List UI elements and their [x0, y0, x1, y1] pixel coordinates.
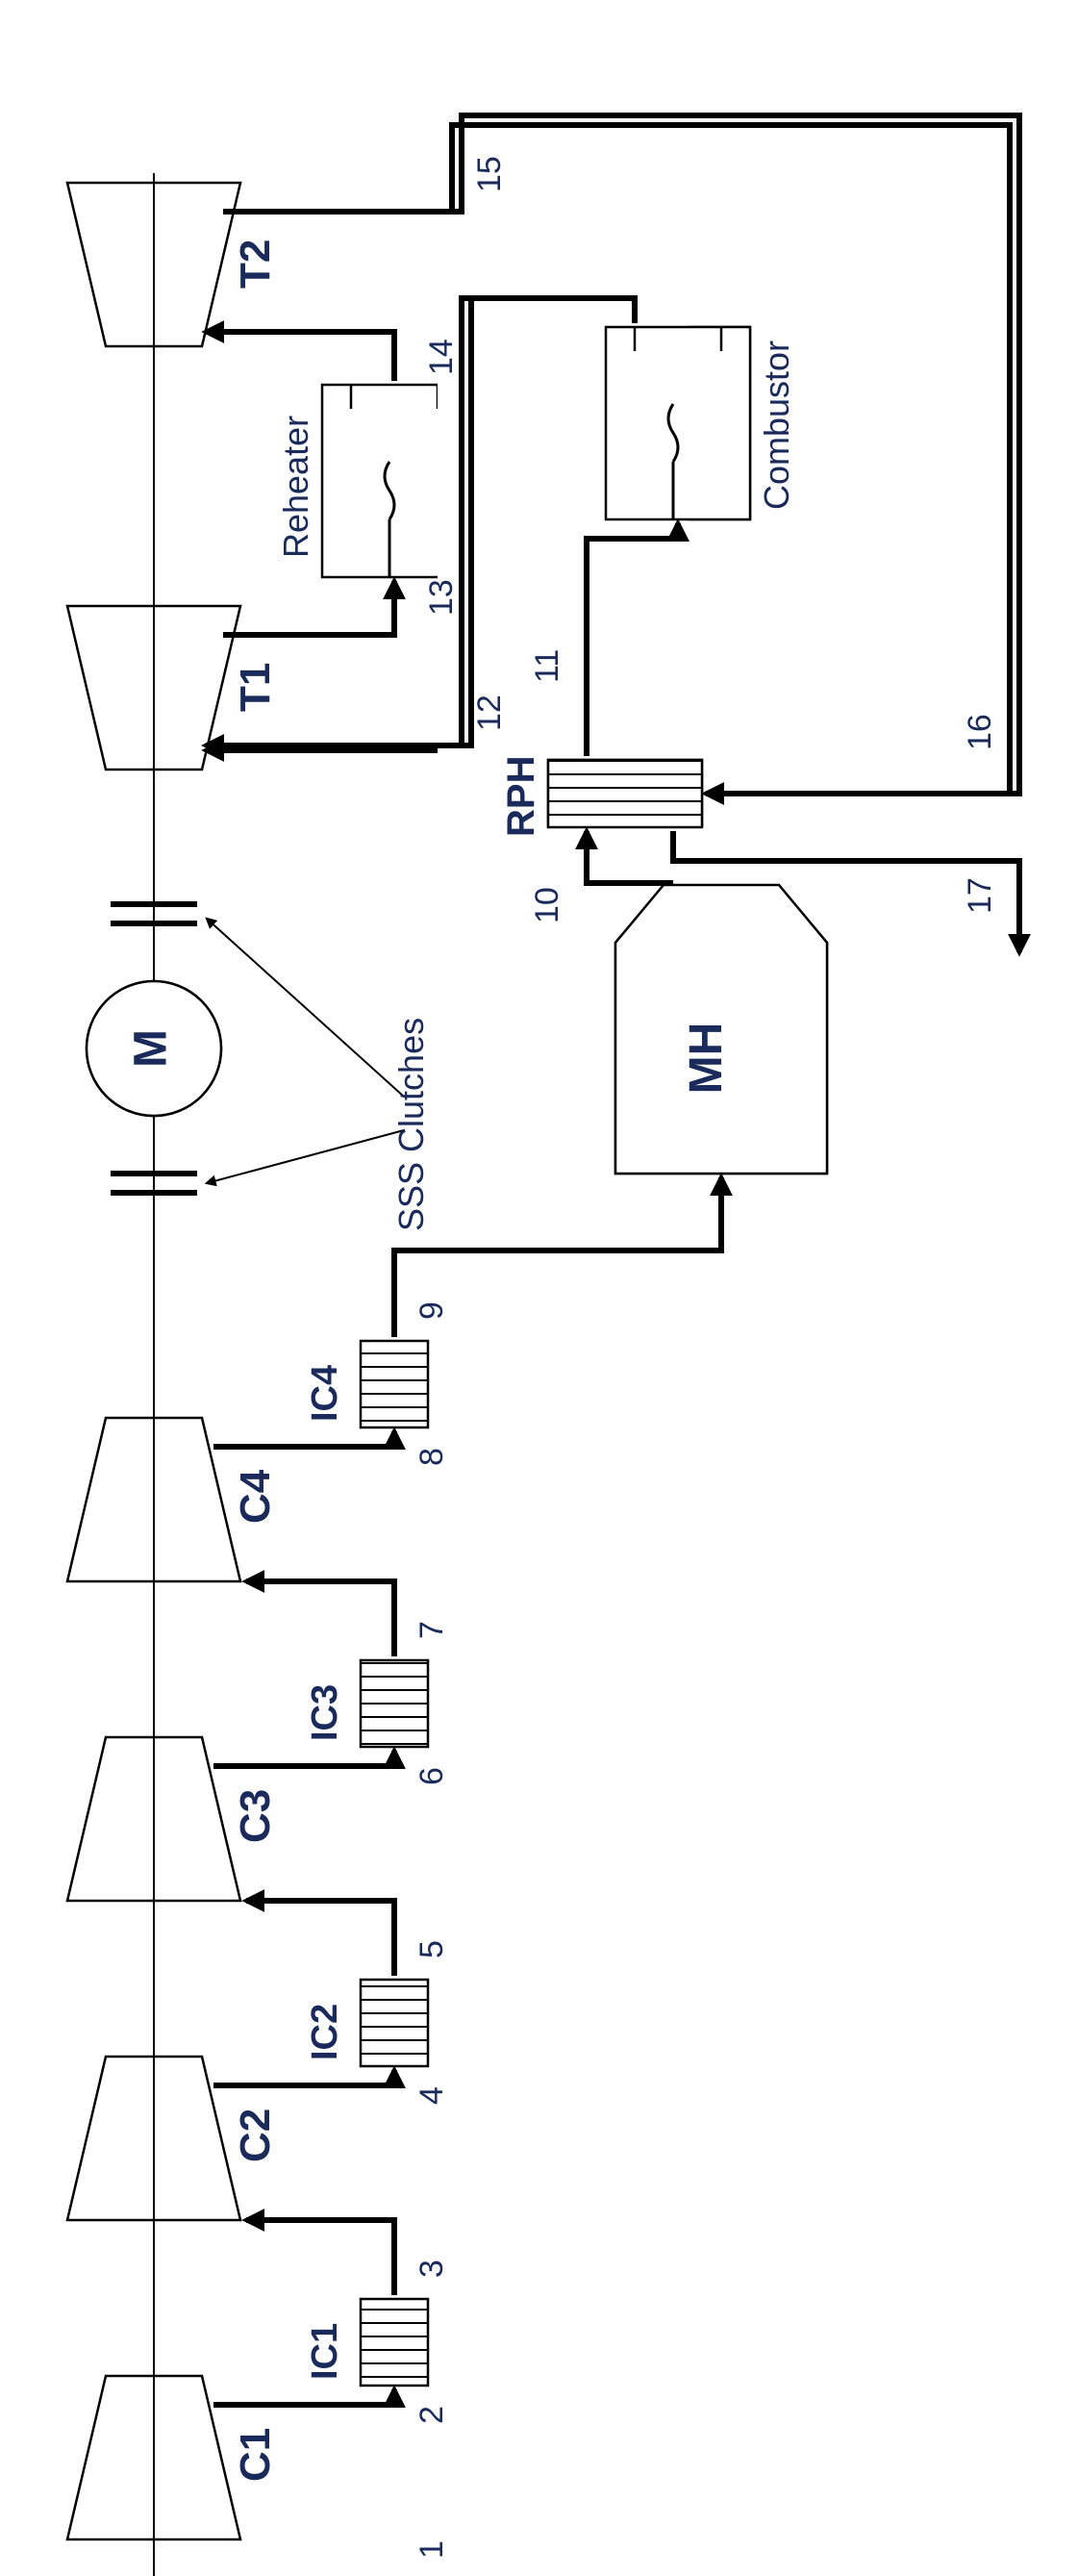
label-t2: T2: [232, 240, 279, 289]
num-15: 15: [471, 156, 508, 192]
num-8: 8: [414, 1448, 450, 1466]
label-c3: C3: [232, 1789, 279, 1843]
label-c4: C4: [232, 1469, 279, 1524]
label-mh: MH: [681, 1023, 732, 1095]
label-reheater: Reheater: [276, 416, 315, 558]
num-1: 1: [414, 2540, 450, 2559]
num-16: 16: [962, 714, 998, 750]
label-combustor: Combustor: [757, 341, 796, 510]
sss-pointer-2: [207, 919, 404, 1097]
num-14: 14: [423, 339, 460, 375]
num-11: 11: [529, 649, 565, 683]
label-ic3: IC3: [305, 1684, 345, 1741]
label-m: M: [126, 1029, 177, 1068]
num-10: 10: [529, 887, 565, 923]
pipe-c1-ic1: [213, 2389, 394, 2405]
num-7: 7: [414, 1621, 450, 1639]
pipe-c3-ic3: [213, 1751, 394, 1766]
label-ic4: IC4: [305, 1365, 345, 1422]
label-t1: T1: [232, 663, 279, 712]
pipe-c4-ic4: [213, 1431, 394, 1447]
sss-pointer-1: [207, 1130, 404, 1183]
num-9: 9: [414, 1301, 450, 1320]
num-12: 12: [471, 695, 508, 731]
label-rph: RPH: [500, 756, 542, 837]
label-ic1: IC1: [305, 2323, 345, 2380]
flow-14: [206, 332, 394, 381]
num-4: 4: [414, 2086, 450, 2105]
num-17: 17: [962, 877, 998, 914]
pipe-ic1-c2: [246, 2220, 394, 2295]
intercooler-ic1: [361, 2299, 428, 2386]
label-ic2: IC2: [305, 2004, 345, 2060]
num-2: 2: [414, 2406, 450, 2424]
pipe-ic3-c4: [246, 1581, 394, 1656]
num-13: 13: [423, 579, 460, 616]
intercooler-ic2: [361, 1980, 428, 2066]
label-c1: C1: [232, 2428, 279, 2482]
num-3: 3: [414, 2260, 450, 2278]
intercooler-ic4: [361, 1341, 428, 1427]
pipe-c2-ic2: [213, 2070, 394, 2085]
label-c2: C2: [232, 2109, 279, 2162]
flow-13: [223, 581, 394, 635]
num-6: 6: [414, 1767, 450, 1785]
num-5: 5: [414, 1940, 450, 1958]
intercooler-ic3: [361, 1660, 428, 1747]
pipe-ic2-c3: [246, 1901, 394, 1976]
label-sss: SSS Clutches: [391, 1018, 431, 1231]
